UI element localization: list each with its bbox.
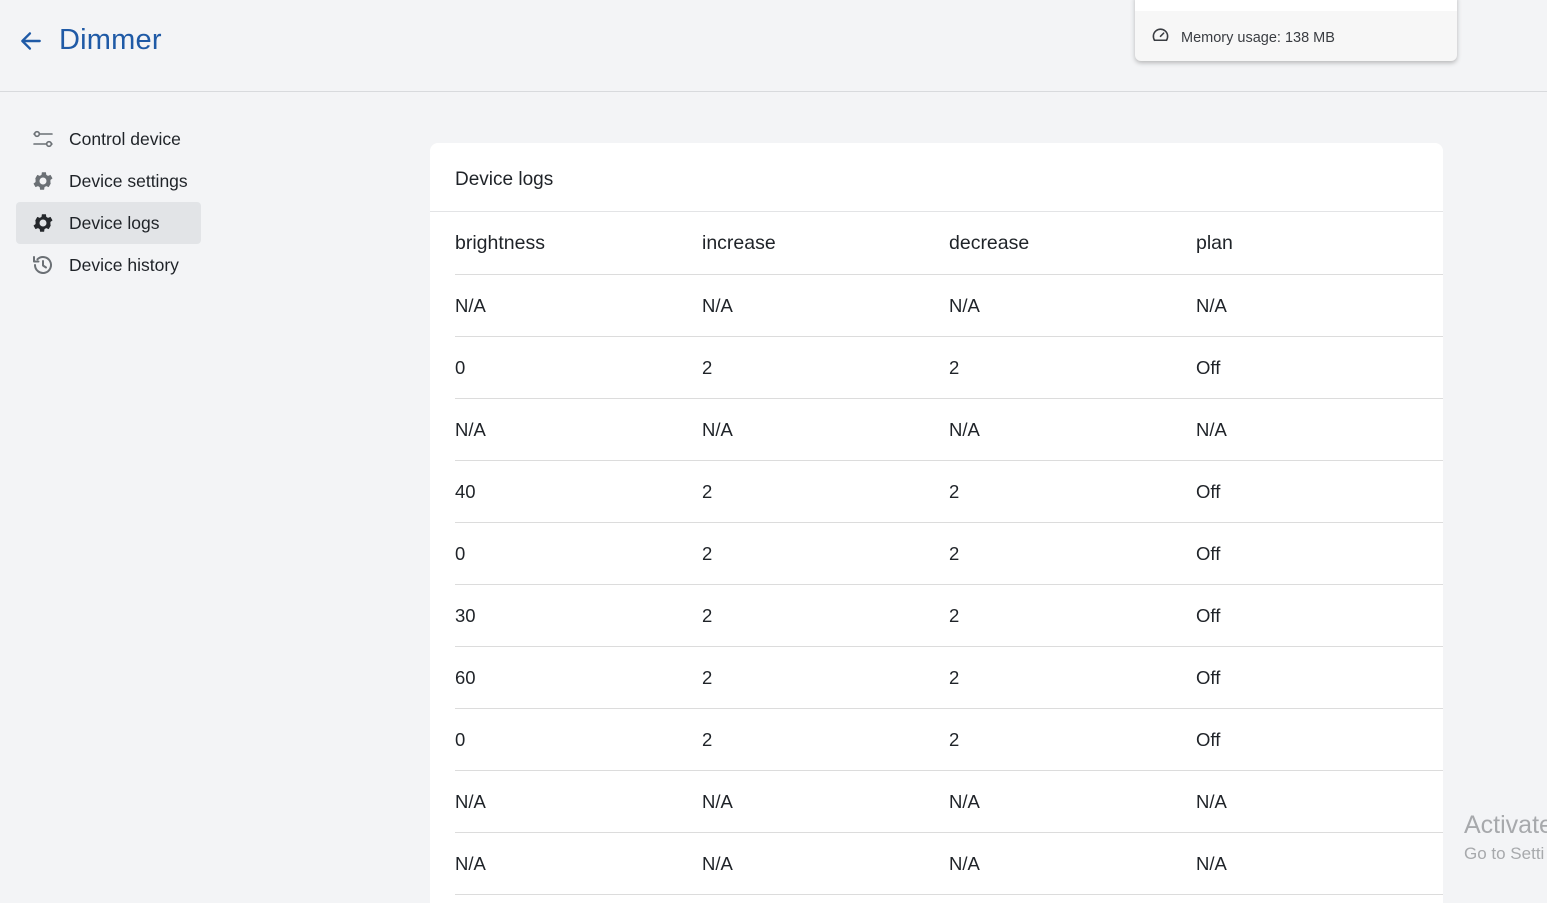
gear-icon: [31, 169, 55, 193]
table-cell: N/A: [1196, 294, 1227, 316]
table-cell: Off: [1196, 480, 1221, 502]
table-cell: N/A: [949, 294, 980, 316]
column-header: decrease: [949, 231, 1030, 254]
back-button[interactable]: [16, 28, 46, 58]
column-header: brightness: [455, 231, 545, 254]
sidebar-nav: Control device Device settings Device lo…: [16, 118, 201, 286]
table-row: 40 2 2 Off: [455, 461, 1443, 523]
table-cell: 2: [702, 604, 713, 626]
arrow-left-icon: [18, 28, 44, 59]
table-row: N/A N/A N/A N/A: [455, 399, 1443, 461]
watermark-line-1: Activate: [1464, 811, 1547, 839]
table-cell: N/A: [455, 852, 486, 874]
table-cell: 2: [949, 728, 960, 750]
memory-usage-popup: Memory usage: 138 MB: [1135, 0, 1457, 61]
history-icon: [31, 253, 55, 277]
sidebar-item-label: Device logs: [69, 212, 160, 233]
table-cell: 60: [455, 666, 476, 688]
table-cell: N/A: [455, 294, 486, 316]
table-cell: N/A: [1196, 852, 1227, 874]
table-row: 0 2 2 Off: [455, 709, 1443, 771]
table-cell: Off: [1196, 666, 1221, 688]
table-cell: Off: [1196, 356, 1221, 378]
sidebar-item-label: Device settings: [69, 170, 188, 191]
table-cell: N/A: [455, 790, 486, 812]
table-cell: N/A: [949, 418, 980, 440]
table-row: 60 2 2 Off: [455, 647, 1443, 709]
table-row: 0 2 2 Off: [455, 337, 1443, 399]
sidebar-item-control-device[interactable]: Control device: [16, 118, 201, 160]
table-cell: N/A: [949, 852, 980, 874]
table-cell: Off: [1196, 542, 1221, 564]
sidebar-item-device-settings[interactable]: Device settings: [16, 160, 201, 202]
table-cell: 40: [455, 480, 476, 502]
gear-icon: [31, 211, 55, 235]
table-cell: 0: [455, 728, 466, 750]
table-cell: 2: [702, 356, 713, 378]
table-cell: 2: [949, 542, 960, 564]
table-cell: 2: [949, 480, 960, 502]
table-cell: Off: [1196, 728, 1221, 750]
sidebar-item-device-logs[interactable]: Device logs: [16, 202, 201, 244]
table-cell: N/A: [702, 852, 733, 874]
sidebar-item-label: Device history: [69, 254, 179, 275]
popup-top-strip: [1135, 0, 1457, 11]
table-cell: N/A: [455, 418, 486, 440]
memory-usage-text: Memory usage: 138 MB: [1181, 29, 1335, 46]
table-cell: 0: [455, 542, 466, 564]
page-title: Dimmer: [59, 24, 162, 56]
sliders-icon: [31, 127, 55, 151]
table-cell: 2: [702, 728, 713, 750]
table-cell: N/A: [702, 294, 733, 316]
table-cell: N/A: [1196, 418, 1227, 440]
sidebar-item-label: Control device: [69, 128, 181, 149]
memory-usage-row: Memory usage: 138 MB: [1151, 26, 1335, 49]
logs-table: brightness increase decrease plan N/A N/…: [455, 212, 1443, 895]
table-row: N/A N/A N/A N/A: [455, 833, 1443, 895]
table-cell: 0: [455, 356, 466, 378]
activation-watermark: Activate Go to Setti: [1464, 810, 1547, 866]
table-cell: Off: [1196, 604, 1221, 626]
table-row: N/A N/A N/A N/A: [455, 275, 1443, 337]
table-cell: N/A: [702, 790, 733, 812]
table-cell: 2: [702, 666, 713, 688]
gauge-icon: [1151, 26, 1181, 49]
table-cell: N/A: [949, 790, 980, 812]
sidebar-item-device-history[interactable]: Device history: [16, 244, 201, 286]
card-divider: [430, 211, 1443, 212]
table-row: N/A N/A N/A N/A: [455, 771, 1443, 833]
page-header: Dimmer: [0, 0, 1547, 92]
table-row: 30 2 2 Off: [455, 585, 1443, 647]
column-header: plan: [1196, 231, 1233, 254]
table-cell: 2: [949, 604, 960, 626]
table-cell: 2: [949, 666, 960, 688]
table-cell: N/A: [702, 418, 733, 440]
table-cell: 2: [702, 480, 713, 502]
table-cell: N/A: [1196, 790, 1227, 812]
column-header: increase: [702, 231, 776, 254]
table-cell: 30: [455, 604, 476, 626]
watermark-line-2: Go to Setti: [1464, 844, 1545, 863]
table-header-row: brightness increase decrease plan: [455, 212, 1443, 275]
table-cell: 2: [702, 542, 713, 564]
device-logs-card: Device logs brightness increase decrease…: [430, 143, 1443, 903]
table-row: 0 2 2 Off: [455, 523, 1443, 585]
table-cell: 2: [949, 356, 960, 378]
card-title: Device logs: [455, 169, 554, 190]
